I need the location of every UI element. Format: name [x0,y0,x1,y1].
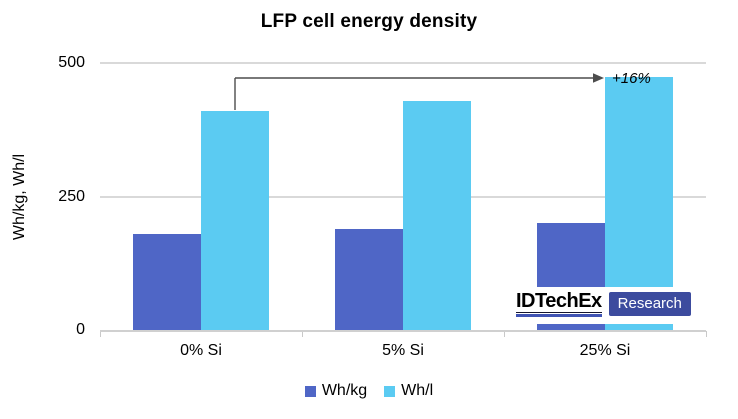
bar-Whkg-0Si [133,234,201,330]
bar-Whl-0Si [201,111,269,330]
gridline-500 [100,62,706,65]
bar-Whl-5Si [403,100,471,330]
idtechex-logo-underline [516,314,602,317]
legend-item-Whkg: Wh/kg [304,382,368,400]
legend-label: Wh/kg [321,382,368,399]
legend-swatch [384,385,396,397]
category-label-25Si: 25% Si [579,342,631,359]
idtechex-logo-left: IDTechEx [516,290,602,317]
chart-title: LFP cell energy density [260,11,478,32]
annotation-pct-increase: +16% [612,70,651,87]
y-tick-label-250: 250 [58,187,85,205]
y-tick-label-500: 500 [58,54,85,72]
x-axis-tick [302,331,303,337]
legend-swatch [304,385,316,397]
idtechex-logo-text: IDTechEx [516,290,602,313]
x-axis-tick [100,331,101,337]
category-label-0Si: 0% Si [180,342,222,359]
bar-Whkg-5Si [335,228,403,330]
y-tick-label-0: 0 [76,321,85,338]
legend-item-Whl: Wh/l [384,382,433,400]
x-axis-tick [504,331,505,337]
legend-label: Wh/l [401,382,434,399]
x-axis-line [100,330,706,332]
category-label-5Si: 5% Si [382,342,424,359]
idtechex-logo: IDTechEx Research [507,287,704,324]
idtechex-research-badge: Research [608,292,691,316]
x-axis-tick [706,331,707,337]
legend: Wh/kg Wh/l [0,381,738,401]
